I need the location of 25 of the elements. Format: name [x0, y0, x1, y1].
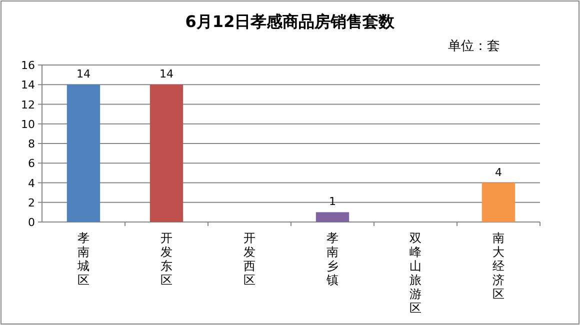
bar — [150, 84, 184, 222]
y-tick-label: 2 — [28, 196, 35, 210]
x-tick-label: 孝南城区 — [76, 231, 90, 287]
data-label: 14 — [76, 68, 90, 81]
data-label: 1 — [329, 195, 336, 208]
x-tick-label: 双峰山旅游区 — [410, 231, 422, 315]
x-tick-label: 开发东区 — [160, 231, 172, 287]
y-tick-label: 10 — [21, 118, 35, 131]
x-tick-label: 开发西区 — [244, 231, 256, 287]
y-tick-label: 8 — [28, 138, 35, 150]
data-label: 4 — [495, 166, 502, 179]
chart-subtitle: 单位：套 — [448, 39, 500, 54]
y-tick-label: 14 — [21, 78, 35, 92]
y-tick-label: 16 — [21, 59, 35, 72]
y-tick-label: 4 — [28, 176, 35, 190]
bar — [482, 182, 516, 222]
y-tick-label: 12 — [21, 98, 35, 112]
x-tick-label: 孝南乡镇 — [326, 231, 338, 287]
bar — [316, 212, 350, 222]
bar — [66, 84, 100, 222]
chart-title: 6月12日孝感商品房销售套数 — [185, 12, 396, 31]
y-tick-label: 6 — [28, 157, 35, 170]
x-tick-label: 南大经济区 — [492, 231, 504, 301]
y-tick-label: 0 — [28, 216, 35, 229]
data-label: 14 — [160, 68, 174, 81]
